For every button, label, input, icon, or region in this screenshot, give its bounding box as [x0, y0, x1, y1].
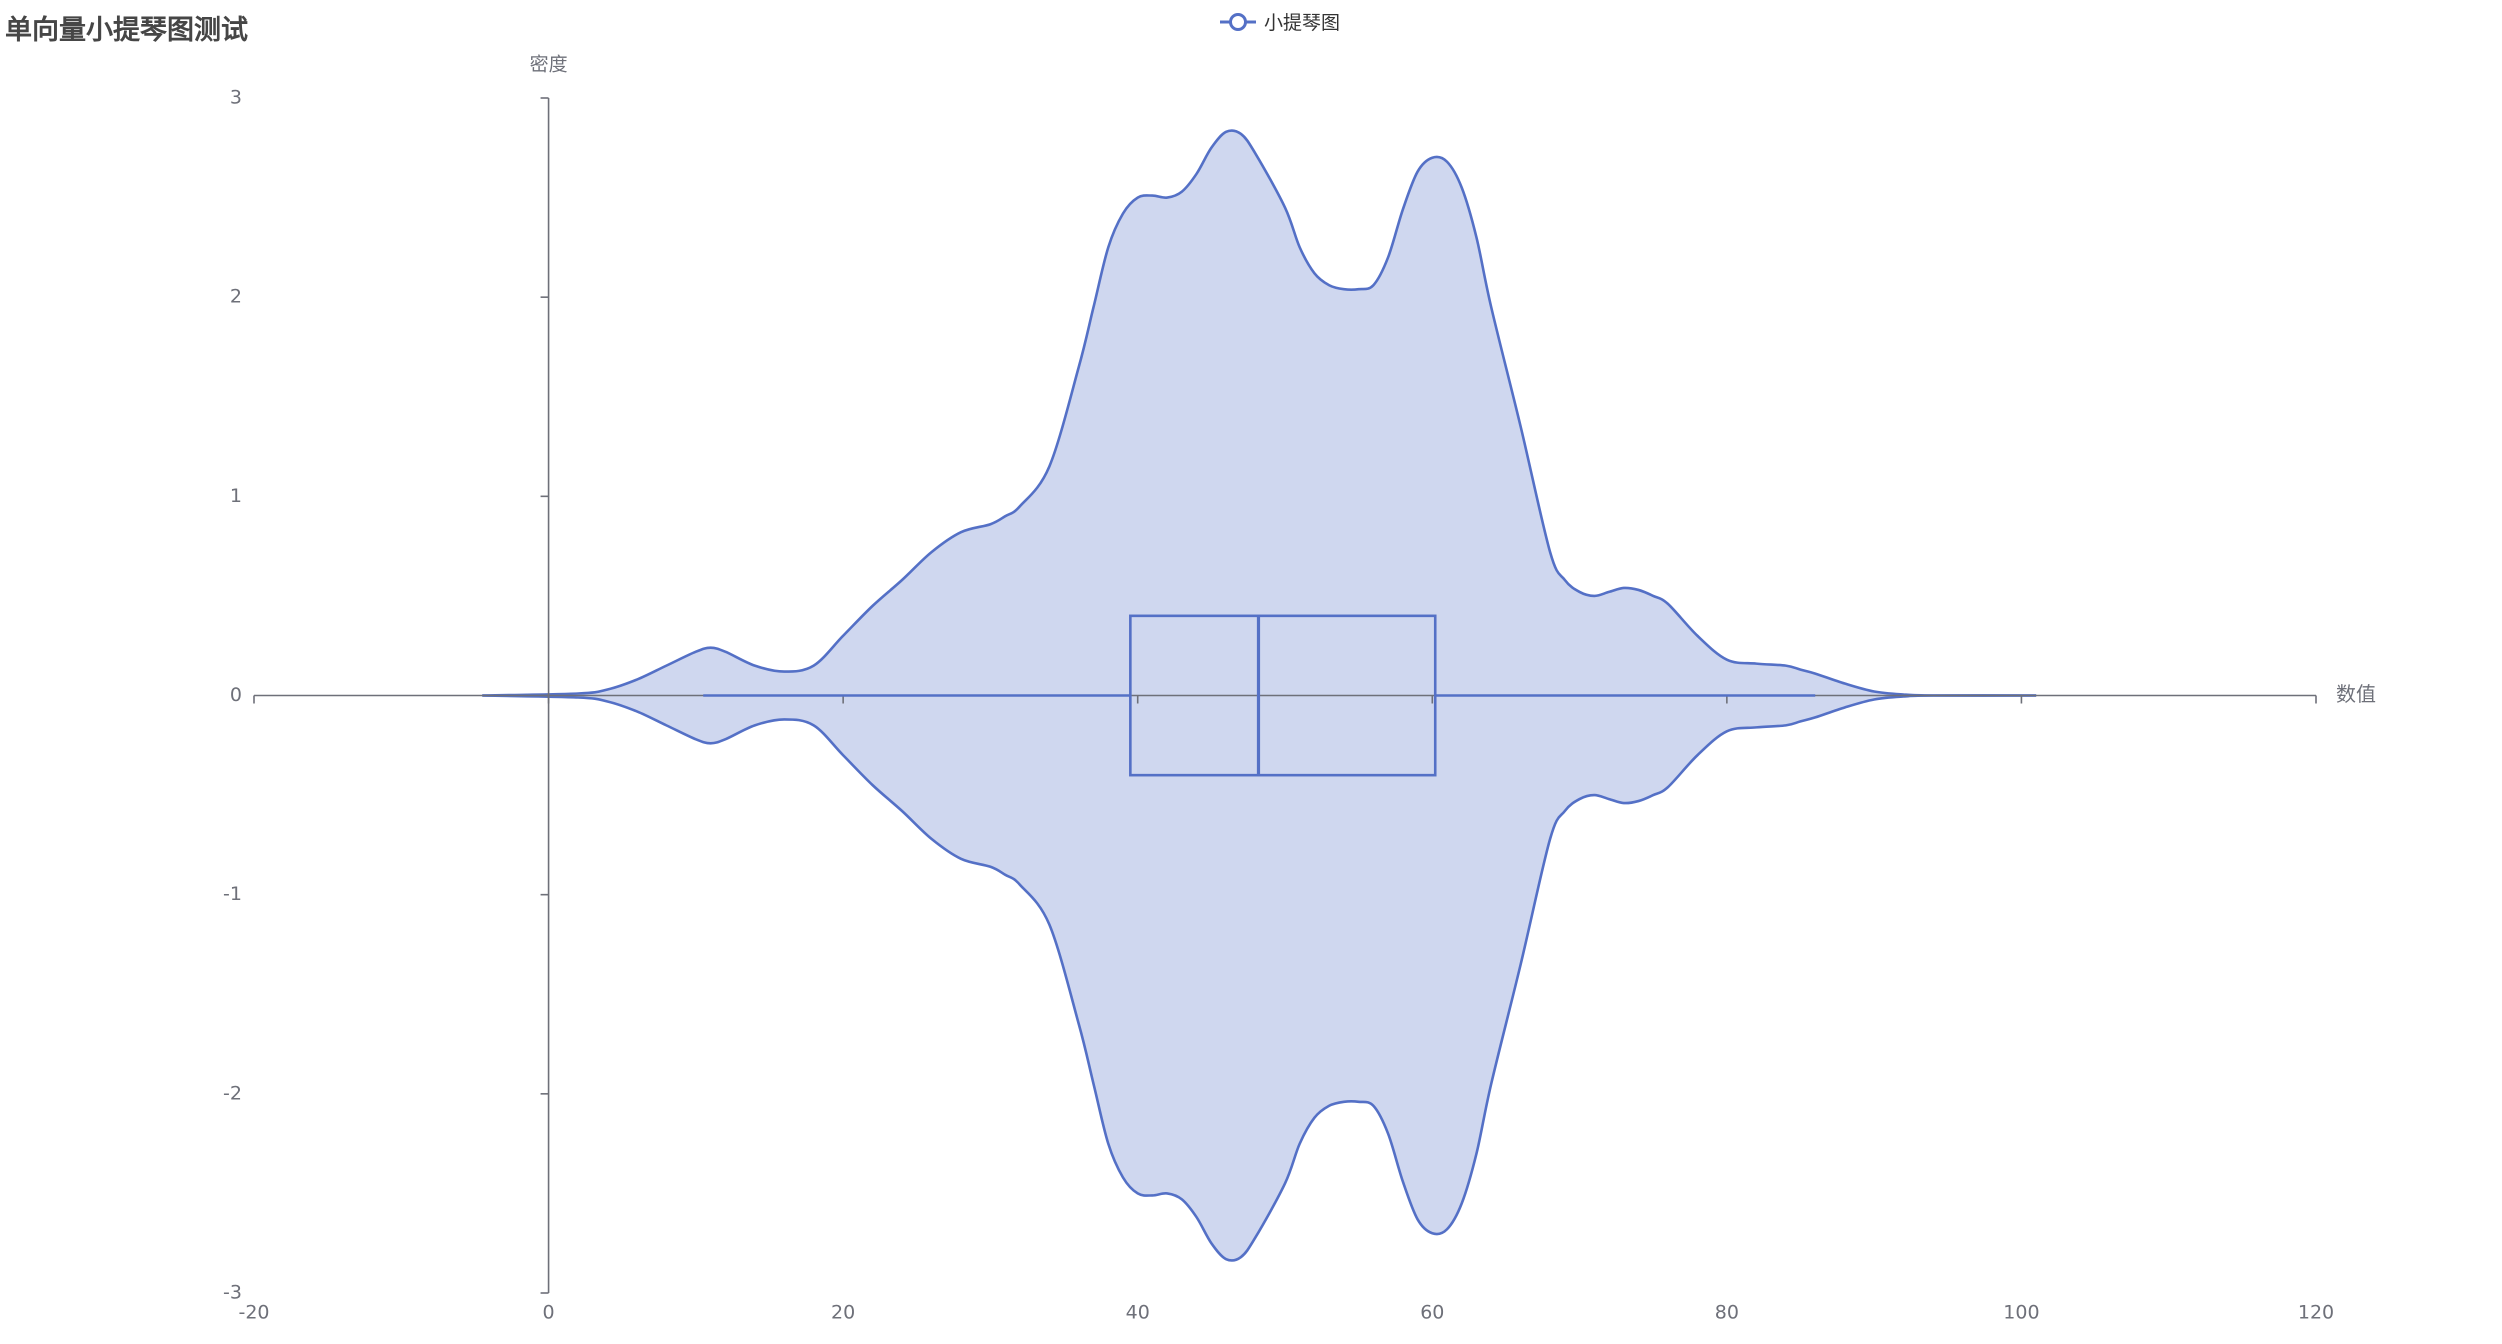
x-tick-label: 100: [2003, 1302, 2039, 1324]
chart-title: 单向量小提琴图测试: [5, 15, 248, 46]
y-tick-label: 0: [230, 684, 242, 706]
y-tick-label: -3: [223, 1282, 242, 1304]
x-tick-label: 0: [543, 1302, 555, 1324]
x-tick-label: 80: [1715, 1302, 1739, 1324]
x-tick-label: 20: [831, 1302, 855, 1324]
x-axis-title: 数值: [2336, 682, 2376, 706]
legend-line-circle-icon: [1218, 11, 1258, 33]
violin-upper-outline: [482, 129, 2037, 697]
x-tick-label: 40: [1126, 1302, 1150, 1324]
legend[interactable]: 小提琴图: [1218, 8, 1340, 35]
y-tick-label: -1: [223, 883, 242, 905]
box-iqr: [1129, 614, 1437, 777]
y-tick-label: 1: [230, 485, 242, 507]
legend-label: 小提琴图: [1264, 12, 1341, 34]
violin-lower-outline: [482, 694, 2037, 1262]
y-tick-label: -2: [223, 1082, 242, 1104]
y-tick-label: 2: [230, 286, 242, 308]
x-tick-label: 120: [2298, 1302, 2334, 1324]
x-tick-label: 60: [1420, 1302, 1444, 1324]
y-tick-label: 3: [230, 87, 242, 109]
x-tick-label: -20: [238, 1302, 269, 1324]
y-axis-title: 密度: [530, 54, 568, 76]
